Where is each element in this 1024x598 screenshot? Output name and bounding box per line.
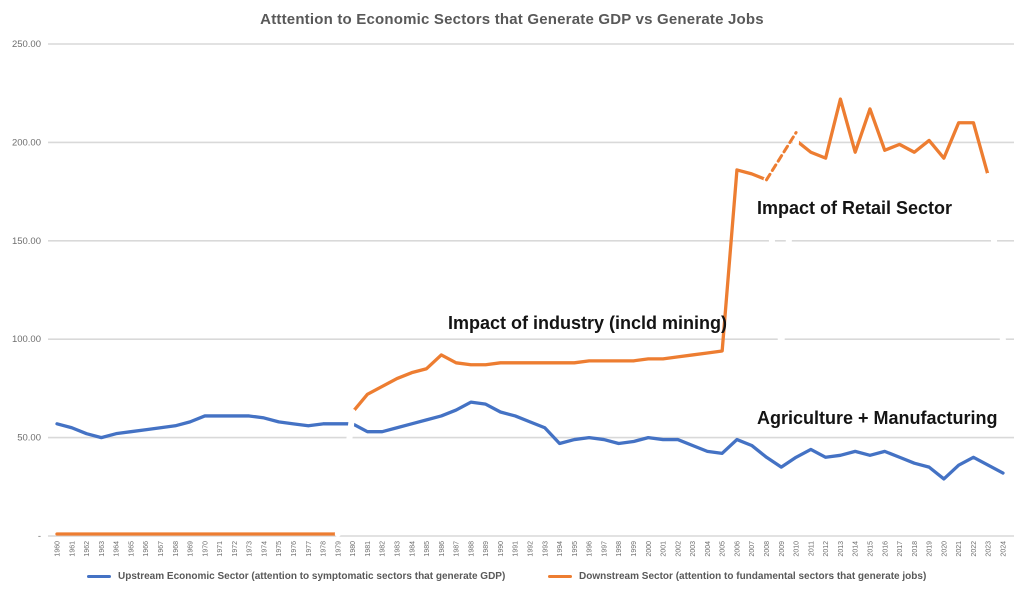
x-axis-tick-label: 1973 <box>247 541 254 557</box>
series-downstream-line <box>55 97 1005 536</box>
x-axis-tick-label: 1962 <box>84 541 91 557</box>
x-axis-tick-label: 1964 <box>114 541 121 557</box>
x-axis-tick-label: 1981 <box>365 541 372 557</box>
x-axis-tick-label: 2014 <box>853 541 860 557</box>
x-axis-tick-label: 2021 <box>956 541 963 557</box>
y-axis-tick-label: 150.00 <box>12 236 41 247</box>
x-axis-tick-label: 1965 <box>128 541 135 557</box>
y-axis-tick-label: - <box>38 531 41 542</box>
x-axis-tick-label: 2018 <box>912 541 919 557</box>
x-axis-tick-label: 1980 <box>350 541 357 557</box>
chart-title: Atttention to Economic Sectors that Gene… <box>260 11 764 28</box>
x-axis-tick-label: 2010 <box>794 541 801 557</box>
x-axis-tick-label: 2020 <box>941 541 948 557</box>
x-axis-tick-label: 2023 <box>986 541 993 557</box>
x-axis-tick-label: 1982 <box>380 541 387 557</box>
x-axis-tick-label: 1993 <box>542 541 549 557</box>
x-axis-tick-label: 1971 <box>217 541 224 557</box>
x-axis-tick-label: 2016 <box>882 541 889 557</box>
white-overlay-line <box>334 409 356 538</box>
annotation-impact-industry: Impact of industry (incld mining) <box>448 313 727 333</box>
x-axis-tick-label: 1997 <box>601 541 608 557</box>
x-axis-tick-label: 1966 <box>143 541 150 557</box>
x-axis-tick-label: 1975 <box>276 541 283 557</box>
x-axis-tick-label: 1961 <box>69 541 76 557</box>
x-axis-tick-label: 1983 <box>394 541 401 557</box>
x-axis-tick-label: 2011 <box>808 541 815 556</box>
x-axis-tick-label: 1989 <box>483 541 490 557</box>
x-axis-tick-label: 1974 <box>261 541 268 557</box>
x-axis-tick-label: 1990 <box>498 541 505 557</box>
y-axis-tick-label: 50.00 <box>17 433 41 444</box>
x-axis-tick-label: 2009 <box>779 541 786 557</box>
x-axis-tick-label: 1985 <box>424 541 431 557</box>
white-overlay-line <box>985 172 1006 345</box>
x-axis-tick-label: 1994 <box>557 541 564 557</box>
x-axis-tick-label: 1978 <box>321 541 328 557</box>
x-axis-tick-label: 1991 <box>513 541 520 557</box>
x-axis-tick-label: 1970 <box>202 541 209 557</box>
x-axis-tick-label: 1977 <box>306 541 313 557</box>
annotation-agriculture-manufacturing: Agriculture + Manufacturing <box>757 408 998 428</box>
x-axis-tick-label: 2008 <box>764 541 771 557</box>
downstream-line-marker-icon <box>548 575 572 578</box>
x-axis-tick-label: 2002 <box>675 541 682 557</box>
x-axis-tick-label: 1995 <box>572 541 579 557</box>
white-overlay-line <box>763 137 800 349</box>
x-axis-tick-label: 2024 <box>1001 541 1008 557</box>
x-axis-tick-label: 2005 <box>720 541 727 557</box>
x-axis-tick-label: 1963 <box>99 541 106 557</box>
legend-item-upstream: Upstream Economic Sector (attention to s… <box>87 571 505 582</box>
x-axis-tick-label: 2007 <box>749 541 756 557</box>
legend-label-downstream: Downstream Sector (attention to fundamen… <box>579 571 927 582</box>
x-axis-tick-label: 2003 <box>690 541 697 557</box>
x-axis-tick-label: 2017 <box>897 541 904 557</box>
x-axis-tick-label: 2004 <box>705 541 712 557</box>
x-axis-tick-label: 2001 <box>661 541 668 557</box>
x-axis-tick-label: 1996 <box>587 541 594 557</box>
x-axis-tick-label: 1999 <box>631 541 638 557</box>
x-axis-tick-label: 1967 <box>158 541 165 557</box>
x-axis-tick-label: 2006 <box>734 541 741 557</box>
upstream-line-marker-icon <box>87 575 111 578</box>
x-axis-tick-label: 1968 <box>173 541 180 557</box>
x-axis-tick-label: 2022 <box>971 541 978 557</box>
series-upstream-line <box>55 400 1005 481</box>
y-axis-tick-label: 250.00 <box>12 39 41 50</box>
legend-label-upstream: Upstream Economic Sector (attention to s… <box>118 571 506 582</box>
legend-item-downstream: Downstream Sector (attention to fundamen… <box>548 571 926 582</box>
x-axis-tick-label: 2013 <box>838 541 845 557</box>
dashed-bridge-line <box>765 131 798 182</box>
x-axis-tick-label: 1987 <box>454 541 461 557</box>
line-chart-plot-area: 250.00 200.00 150.00 100.00 50.00 - 1960 1961 19… <box>12 39 1014 557</box>
x-axis-tick-label: 1972 <box>232 541 239 557</box>
x-axis-tick-label: 2019 <box>927 541 934 557</box>
x-axis-tick-label: 1992 <box>528 541 535 557</box>
y-axis-tick-label: 200.00 <box>12 137 41 148</box>
x-axis-tick-label: 1988 <box>468 541 475 557</box>
annotation-impact-retail: Impact of Retail Sector <box>757 198 953 218</box>
x-axis-tick-label: 1986 <box>439 541 446 557</box>
x-axis-tick-label: 1969 <box>188 541 195 557</box>
x-axis-tick-label: 1998 <box>616 541 623 557</box>
x-axis-tick-label: 1976 <box>291 541 298 557</box>
y-axis-tick-label: 100.00 <box>12 334 41 345</box>
x-axis-tick-label: 2000 <box>646 541 653 557</box>
x-axis-tick-label: 2015 <box>867 541 874 557</box>
x-axis-tick-label: 2012 <box>823 541 830 557</box>
x-axis-tick-label: 1960 <box>55 541 62 557</box>
x-axis-tick-label: 1979 <box>335 541 342 557</box>
x-axis-tick-label: 1984 <box>409 541 416 557</box>
